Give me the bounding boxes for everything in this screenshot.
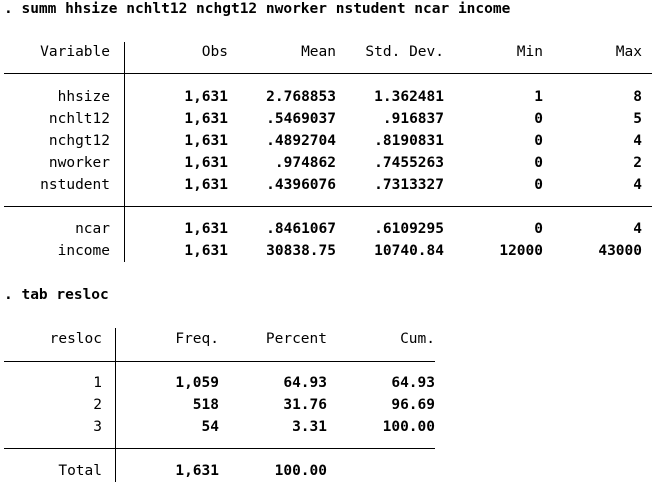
cum-value: 100.00 xyxy=(382,419,435,435)
header-std-dev: Std. Dev. xyxy=(365,44,444,60)
sd-value: .7455263 xyxy=(374,155,444,171)
total-label: Total xyxy=(58,463,102,479)
max-value: 4 xyxy=(633,133,642,149)
obs-value: 1,631 xyxy=(184,111,228,127)
mean-value: 2.768853 xyxy=(266,89,336,105)
cum-value: 96.69 xyxy=(391,397,435,413)
mean-value: .4396076 xyxy=(266,177,336,193)
variable-name: nstudent xyxy=(40,177,110,193)
min-value: 0 xyxy=(534,133,543,149)
max-value: 4 xyxy=(633,177,642,193)
variable-name: hhsize xyxy=(57,89,110,105)
sd-value: .6109295 xyxy=(374,221,444,237)
category-label: 2 xyxy=(93,397,102,413)
header-rule xyxy=(4,361,435,362)
freq-value: 54 xyxy=(201,419,219,435)
tab-command: . tab resloc xyxy=(4,287,109,303)
header-resloc: resloc xyxy=(49,331,102,347)
mean-value: .4892704 xyxy=(266,133,336,149)
header-obs: Obs xyxy=(201,44,228,60)
header-percent: Percent xyxy=(265,331,327,347)
max-value: 8 xyxy=(633,89,642,105)
mean-value: .8461067 xyxy=(266,221,336,237)
obs-value: 1,631 xyxy=(184,155,228,171)
obs-value: 1,631 xyxy=(184,89,228,105)
header-variable: Variable xyxy=(40,44,110,60)
total-percent: 100.00 xyxy=(274,463,327,479)
freq-value: 518 xyxy=(192,397,219,413)
header-max: Max xyxy=(615,44,642,60)
cum-value: 64.93 xyxy=(391,375,435,391)
variable-name: nworker xyxy=(48,155,110,171)
variable-name: nchlt12 xyxy=(48,111,110,127)
header-freq: Freq. xyxy=(175,331,219,347)
mean-value: .974862 xyxy=(274,155,336,171)
sd-value: .916837 xyxy=(382,111,444,127)
total-rule xyxy=(4,448,435,449)
summ-command: . summ hhsize nchlt12 nchgt12 nworker ns… xyxy=(4,1,511,17)
column-separator xyxy=(115,328,116,482)
min-value: 0 xyxy=(534,177,543,193)
obs-value: 1,631 xyxy=(184,177,228,193)
sd-value: 10740.84 xyxy=(374,243,444,259)
category-label: 1 xyxy=(93,375,102,391)
total-freq: 1,631 xyxy=(175,463,219,479)
min-value: 12000 xyxy=(499,243,543,259)
category-label: 3 xyxy=(93,419,102,435)
max-value: 4 xyxy=(633,221,642,237)
mean-value: .5469037 xyxy=(266,111,336,127)
variable-name: ncar xyxy=(75,221,110,237)
header-cum: Cum. xyxy=(400,331,435,347)
obs-value: 1,631 xyxy=(184,221,228,237)
percent-value: 31.76 xyxy=(283,397,327,413)
group-rule xyxy=(4,206,652,207)
sd-value: 1.362481 xyxy=(374,89,444,105)
header-mean: Mean xyxy=(301,44,336,60)
freq-value: 1,059 xyxy=(175,375,219,391)
max-value: 5 xyxy=(633,111,642,127)
mean-value: 30838.75 xyxy=(266,243,336,259)
variable-name: nchgt12 xyxy=(48,133,110,149)
sd-value: .8190831 xyxy=(374,133,444,149)
min-value: 0 xyxy=(534,111,543,127)
column-separator xyxy=(124,42,125,262)
max-value: 2 xyxy=(633,155,642,171)
percent-value: 64.93 xyxy=(283,375,327,391)
percent-value: 3.31 xyxy=(292,419,327,435)
min-value: 0 xyxy=(534,221,543,237)
header-rule xyxy=(4,73,652,74)
header-min: Min xyxy=(516,44,543,60)
obs-value: 1,631 xyxy=(184,243,228,259)
sd-value: .7313327 xyxy=(374,177,444,193)
min-value: 0 xyxy=(534,155,543,171)
variable-name: income xyxy=(57,243,110,259)
min-value: 1 xyxy=(534,89,543,105)
max-value: 43000 xyxy=(598,243,642,259)
obs-value: 1,631 xyxy=(184,133,228,149)
